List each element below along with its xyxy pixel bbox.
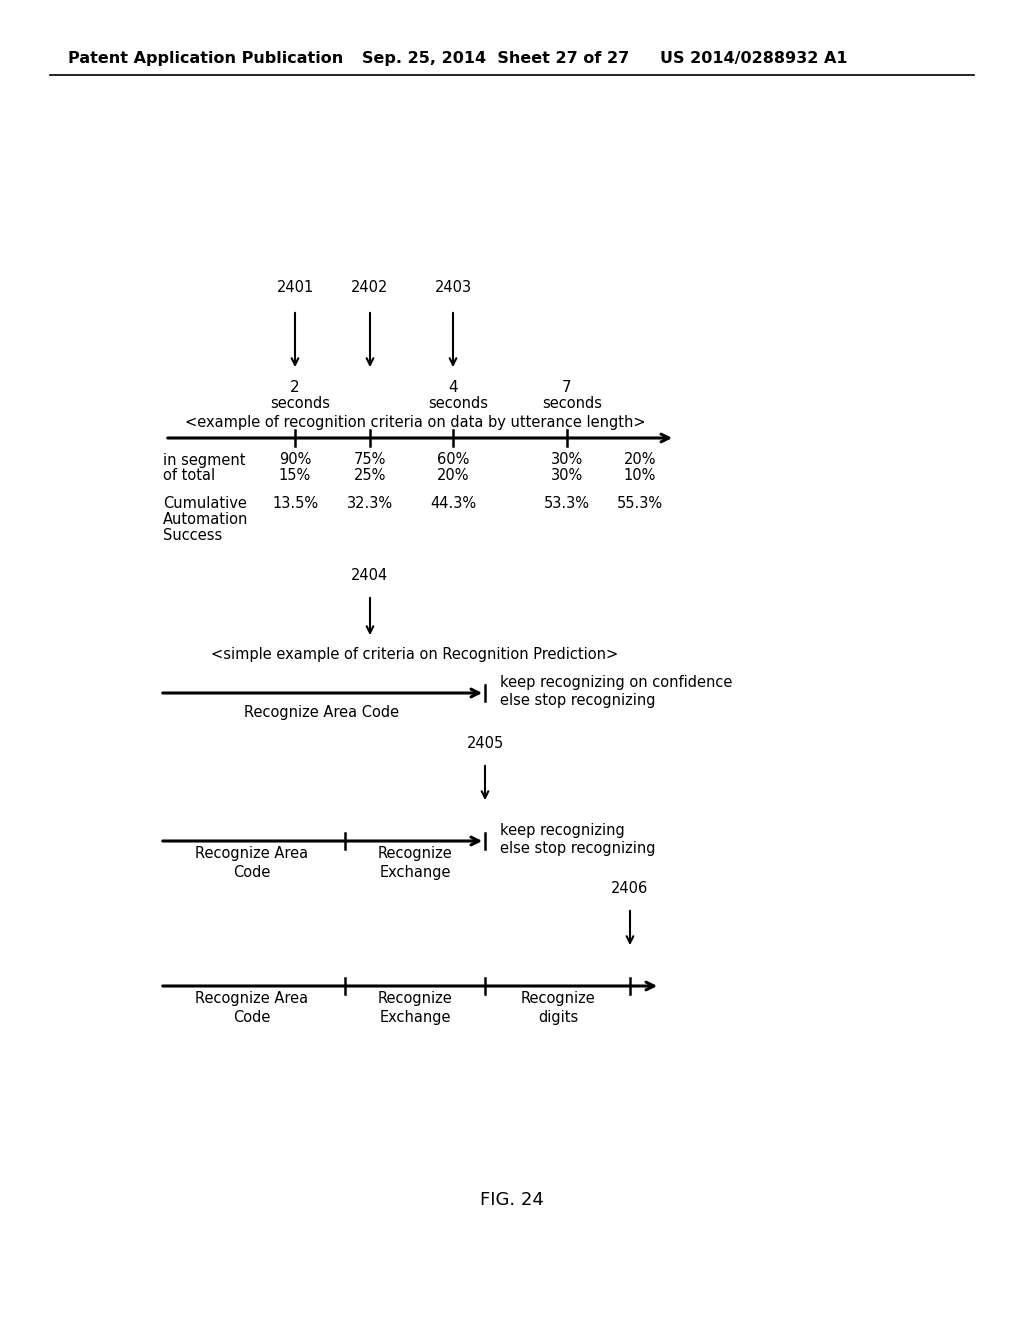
Text: US 2014/0288932 A1: US 2014/0288932 A1: [660, 50, 848, 66]
Text: 20%: 20%: [437, 469, 469, 483]
Text: Patent Application Publication: Patent Application Publication: [68, 50, 343, 66]
Text: 2405: 2405: [466, 737, 504, 751]
Text: seconds: seconds: [270, 396, 330, 411]
Text: seconds: seconds: [542, 396, 602, 411]
Text: Automation: Automation: [163, 511, 249, 527]
Text: Recognize
Exchange: Recognize Exchange: [378, 990, 453, 1026]
Text: Recognize Area Code: Recognize Area Code: [245, 705, 399, 721]
Text: 30%: 30%: [551, 469, 583, 483]
Text: 32.3%: 32.3%: [347, 495, 393, 511]
Text: 20%: 20%: [624, 453, 656, 467]
Text: 2404: 2404: [351, 568, 389, 583]
Text: 55.3%: 55.3%: [616, 495, 664, 511]
Text: Success: Success: [163, 528, 222, 543]
Text: 2: 2: [290, 380, 300, 395]
Text: seconds: seconds: [428, 396, 488, 411]
Text: keep recognizing on confidence: keep recognizing on confidence: [500, 676, 732, 690]
Text: 10%: 10%: [624, 469, 656, 483]
Text: <example of recognition criteria on data by utterance length>: <example of recognition criteria on data…: [184, 416, 645, 430]
Text: else stop recognizing: else stop recognizing: [500, 841, 655, 855]
Text: 2401: 2401: [276, 280, 313, 294]
Text: Recognize Area
Code: Recognize Area Code: [196, 846, 308, 880]
Text: 30%: 30%: [551, 453, 583, 467]
Text: else stop recognizing: else stop recognizing: [500, 693, 655, 708]
Text: 90%: 90%: [279, 453, 311, 467]
Text: 75%: 75%: [354, 453, 386, 467]
Text: Recognize Area
Code: Recognize Area Code: [196, 990, 308, 1026]
Text: 2406: 2406: [611, 880, 648, 896]
Text: keep recognizing: keep recognizing: [500, 824, 625, 838]
Text: 2403: 2403: [434, 280, 472, 294]
Text: 4: 4: [449, 380, 458, 395]
Text: 2402: 2402: [351, 280, 389, 294]
Text: 13.5%: 13.5%: [272, 495, 318, 511]
Text: in segment: in segment: [163, 453, 246, 467]
Text: <simple example of criteria on Recognition Prediction>: <simple example of criteria on Recogniti…: [211, 648, 618, 663]
Text: Recognize
Exchange: Recognize Exchange: [378, 846, 453, 880]
Text: 53.3%: 53.3%: [544, 495, 590, 511]
Text: 60%: 60%: [437, 453, 469, 467]
Text: 44.3%: 44.3%: [430, 495, 476, 511]
Text: Sep. 25, 2014  Sheet 27 of 27: Sep. 25, 2014 Sheet 27 of 27: [362, 50, 630, 66]
Text: of total: of total: [163, 469, 215, 483]
Text: FIG. 24: FIG. 24: [480, 1191, 544, 1209]
Text: 15%: 15%: [279, 469, 311, 483]
Text: 7: 7: [562, 380, 571, 395]
Text: Cumulative: Cumulative: [163, 495, 247, 511]
Text: Recognize
digits: Recognize digits: [520, 990, 595, 1026]
Text: 25%: 25%: [354, 469, 386, 483]
